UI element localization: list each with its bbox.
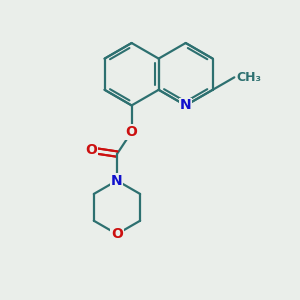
Text: CH₃: CH₃ <box>237 71 262 84</box>
Text: O: O <box>126 125 137 139</box>
Text: O: O <box>111 227 123 241</box>
Text: N: N <box>180 98 191 112</box>
Text: O: O <box>86 143 98 157</box>
Text: N: N <box>111 174 123 188</box>
